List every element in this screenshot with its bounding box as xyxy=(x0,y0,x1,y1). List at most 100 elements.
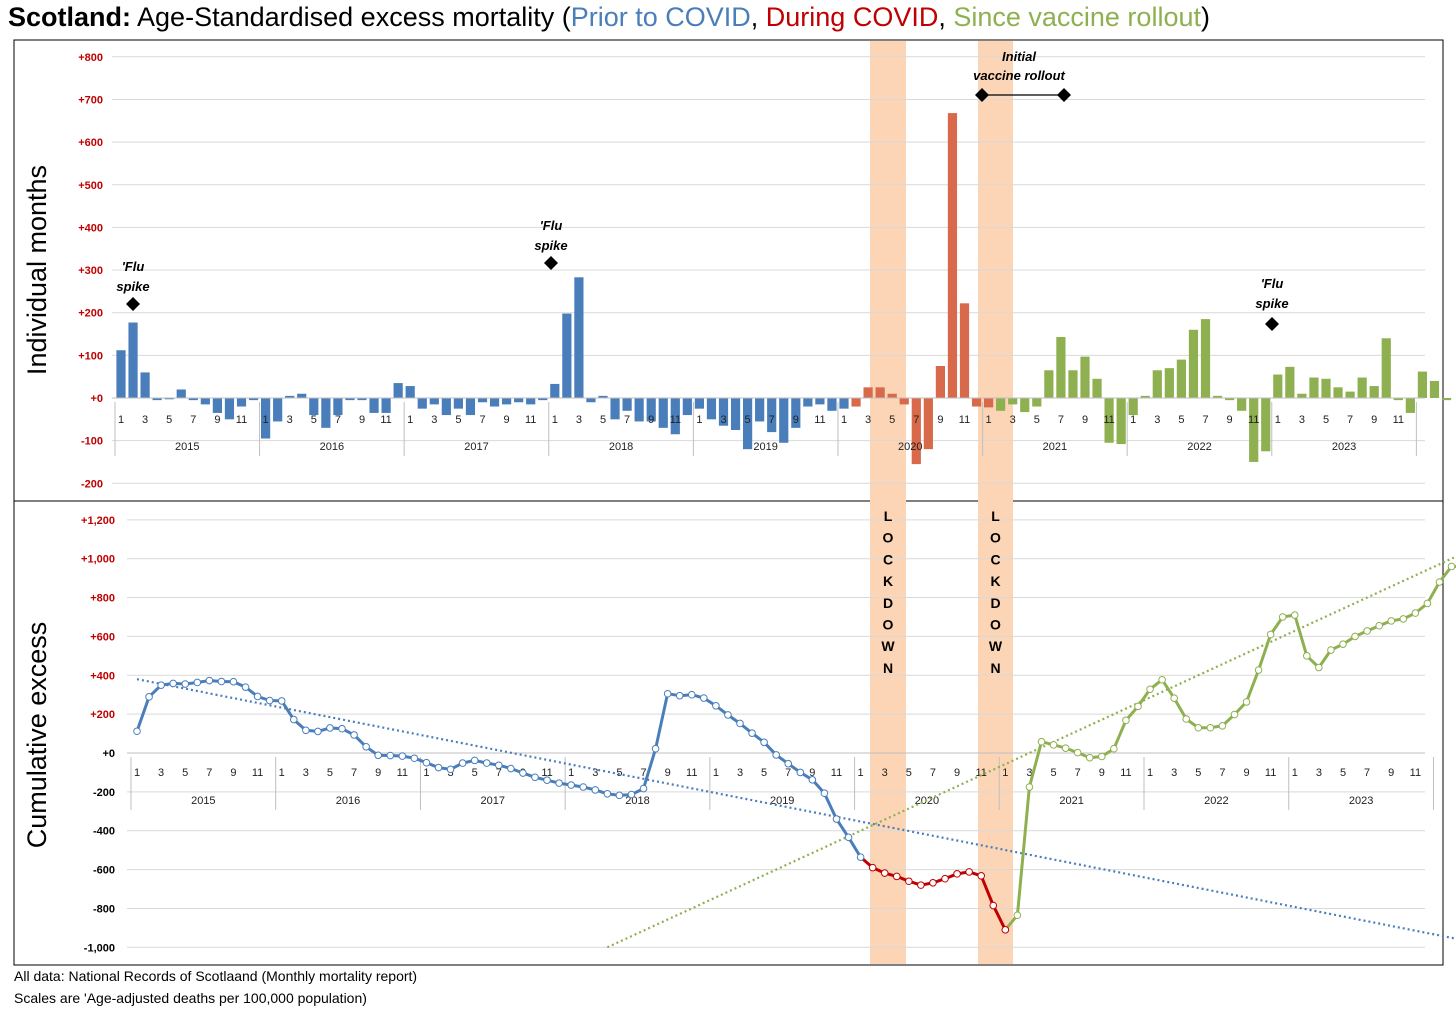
top-bar xyxy=(887,393,897,398)
top-bar xyxy=(1297,393,1307,398)
top-month-tick-label: 9 xyxy=(648,414,654,426)
top-month-tick-label: 5 xyxy=(745,414,751,426)
top-month-tick-label: 1 xyxy=(118,414,124,426)
top-bar xyxy=(718,398,729,426)
footnote-scale: Scales are 'Age-adjusted deaths per 100,… xyxy=(14,990,367,1006)
cumulative-point xyxy=(591,786,600,794)
cumulative-point xyxy=(579,783,588,791)
top-year-label: 2015 xyxy=(175,441,199,453)
cumulative-point xyxy=(1013,911,1022,920)
title-close: ) xyxy=(1200,2,1210,32)
cumulative-point xyxy=(1061,744,1070,752)
top-bar xyxy=(1333,387,1343,398)
top-bar xyxy=(1092,378,1102,398)
top-bar xyxy=(984,398,994,408)
cumulative-point xyxy=(772,751,780,759)
cumulative-point xyxy=(687,690,696,699)
cumulative-point xyxy=(507,764,515,773)
cumulative-point xyxy=(1085,753,1094,762)
cumulative-point xyxy=(796,768,805,777)
top-month-tick-label: 11 xyxy=(236,414,247,426)
cumulative-point xyxy=(639,784,648,793)
cumulative-point xyxy=(1206,723,1215,732)
top-bar xyxy=(489,398,500,407)
cumulative-point xyxy=(651,744,660,753)
bottom-month-tick-label: 3 xyxy=(303,767,309,779)
bottom-month-tick-label: 3 xyxy=(592,767,598,779)
bottom-year-label: 2016 xyxy=(336,795,360,807)
top-month-tick-label: 1 xyxy=(552,414,558,426)
top-bar xyxy=(1285,366,1295,398)
top-bar xyxy=(261,398,271,439)
cumulative-point xyxy=(1435,578,1444,586)
cumulative-point xyxy=(736,719,744,728)
bottom-year-label: 2021 xyxy=(1059,795,1083,807)
top-ytick-label: +100 xyxy=(78,350,103,362)
cumulative-point xyxy=(905,877,913,886)
cumulative-point xyxy=(1098,752,1106,761)
top-month-tick-label: 5 xyxy=(1323,414,1329,426)
cumulative-point xyxy=(965,868,973,876)
top-year-label: 2019 xyxy=(753,441,777,453)
top-bar xyxy=(1393,398,1403,401)
top-bar xyxy=(767,398,777,433)
top-bar xyxy=(152,398,162,401)
cumulative-point xyxy=(868,863,877,872)
top-month-tick-label: 9 xyxy=(1227,414,1233,426)
top-bar xyxy=(477,398,488,403)
cumulative-point xyxy=(1447,562,1456,571)
top-month-tick-label: 11 xyxy=(380,414,391,426)
bottom-month-tick-label: 1 xyxy=(1002,767,1008,779)
lockdown-label-letter: L xyxy=(884,508,893,524)
top-bar xyxy=(839,398,849,409)
top-month-tick-label: 7 xyxy=(1202,414,1208,426)
top-bar xyxy=(176,389,186,398)
title-main: Age-Standardised excess mortality ( xyxy=(137,2,571,32)
bottom-month-tick-label: 11 xyxy=(831,767,842,779)
cumulative-point xyxy=(398,752,407,760)
cumulative-point xyxy=(1303,652,1311,660)
top-year-label: 2018 xyxy=(609,441,633,453)
cumulative-point xyxy=(1110,744,1118,753)
top-month-tick-label: 3 xyxy=(142,414,148,426)
lockdown-label-letter: D xyxy=(883,595,893,611)
chart-title: Scotland: Age-Standardised excess mortal… xyxy=(8,2,1210,33)
cumulative-point xyxy=(229,677,238,686)
cumulative-point xyxy=(892,872,901,881)
lockdown-label-letter: O xyxy=(883,617,894,633)
top-month-tick-label: 9 xyxy=(937,414,943,426)
top-bar xyxy=(417,398,427,409)
flu-spike-label-line1: 'Flu xyxy=(122,259,145,274)
top-bar xyxy=(1080,356,1090,398)
cumulative-point xyxy=(1122,716,1130,725)
cumulative-point xyxy=(1399,615,1408,623)
top-bar xyxy=(935,366,945,398)
cumulative-point xyxy=(1182,715,1191,723)
top-bar xyxy=(369,398,379,413)
cumulative-point xyxy=(326,724,334,732)
cumulative-point xyxy=(615,791,624,800)
top-bar xyxy=(755,398,765,422)
top-bar xyxy=(1417,371,1427,398)
top-bar xyxy=(971,398,982,407)
top-bar xyxy=(1068,370,1078,398)
cumulative-point xyxy=(784,759,793,768)
cumulative-point xyxy=(482,759,491,767)
top-bar xyxy=(538,398,548,401)
top-bar xyxy=(911,398,921,465)
cumulative-point xyxy=(217,677,226,686)
title-prior: Prior to COVID xyxy=(570,2,751,32)
bottom-ytick-label: +200 xyxy=(90,709,115,721)
lockdown-label-letter: O xyxy=(883,530,894,546)
cumulative-point xyxy=(953,870,961,878)
chart-canvas: -200 -100 +0 +100 +200 +300 +400 +500 +600 +700 +8… xyxy=(13,39,1456,966)
cumulative-point xyxy=(1049,741,1058,749)
bottom-month-tick-label: 1 xyxy=(279,767,285,779)
top-bar xyxy=(694,398,704,409)
top-bar xyxy=(212,398,222,413)
bottom-month-tick-label: 1 xyxy=(423,767,429,779)
bottom-month-tick-label: 3 xyxy=(737,767,743,779)
cumulative-point xyxy=(338,724,346,733)
top-bar xyxy=(1128,398,1138,416)
top-month-tick-label: 3 xyxy=(865,414,871,426)
